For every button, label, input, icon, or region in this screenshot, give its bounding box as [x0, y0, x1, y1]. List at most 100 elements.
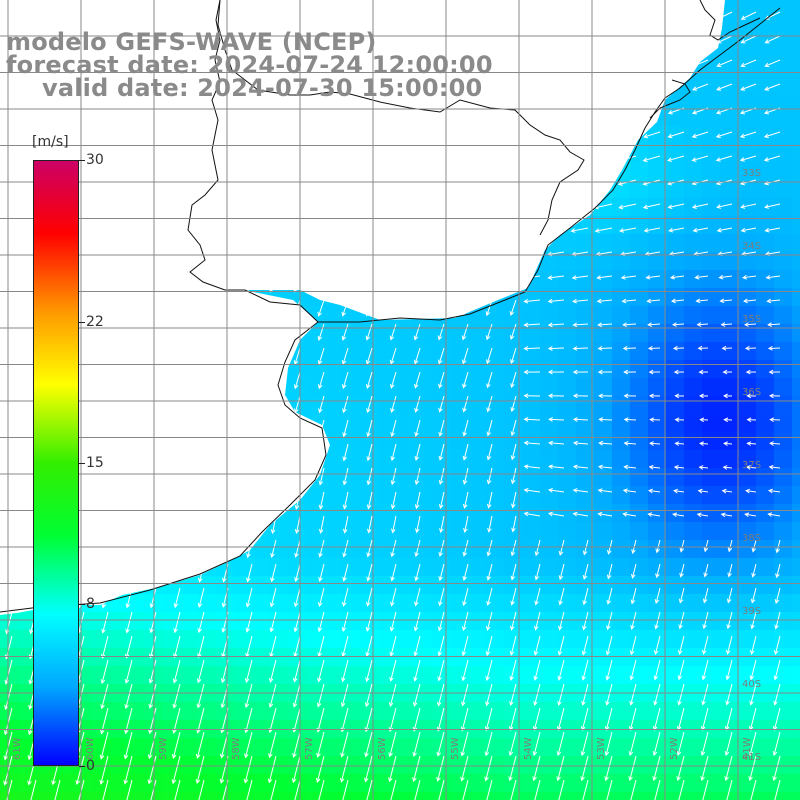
field-cell	[324, 522, 343, 541]
wind-arrow	[674, 393, 685, 399]
wind-arrow	[461, 683, 469, 707]
coastline-plata-north	[318, 7, 781, 323]
field-cell	[324, 792, 343, 800]
field-cell	[90, 666, 109, 685]
field-cell	[684, 702, 703, 721]
field-cell	[540, 540, 559, 559]
wind-arrow	[366, 395, 373, 414]
field-cell	[738, 792, 757, 800]
field-cell	[450, 630, 469, 649]
wind-arrow	[99, 731, 109, 760]
field-cell	[756, 18, 775, 37]
field-cell	[90, 738, 109, 757]
field-cell	[738, 324, 757, 343]
field-cell	[432, 648, 451, 667]
wind-arrow	[509, 299, 517, 317]
wind-arrow	[692, 83, 709, 91]
wind-arrow	[318, 539, 325, 558]
wind-arrow	[342, 563, 349, 582]
field-cell	[558, 450, 577, 469]
field-cell	[504, 360, 523, 379]
field-cell	[684, 288, 703, 307]
wind-arrow	[388, 731, 397, 758]
field-cell	[342, 504, 361, 523]
field-cell	[252, 702, 271, 721]
wind-arrow	[523, 322, 541, 328]
wind-arrow	[389, 347, 397, 365]
wind-arrow	[439, 515, 445, 534]
wind-arrow	[652, 731, 661, 757]
field-cell	[558, 576, 577, 595]
field-cell	[468, 702, 487, 721]
field-cell	[666, 396, 685, 415]
field-cell	[576, 666, 595, 685]
field-cell	[648, 774, 667, 793]
wind-arrow	[746, 417, 757, 423]
field-cell	[378, 522, 397, 541]
field-cell	[684, 594, 703, 613]
field-cell	[558, 738, 577, 757]
wind-arrow	[744, 512, 757, 518]
wind-arrow	[246, 563, 253, 583]
wind-arrow	[647, 512, 661, 517]
wind-arrow	[739, 131, 757, 139]
field-cell	[486, 504, 505, 523]
field-cell	[594, 450, 613, 469]
wind-arrow	[197, 635, 205, 659]
field-cell	[486, 540, 505, 559]
wind-arrow	[533, 659, 541, 681]
field-cell	[180, 738, 199, 757]
wind-arrow	[699, 393, 709, 399]
field-cell	[756, 234, 775, 253]
field-cell	[414, 558, 433, 577]
wind-arrow	[715, 155, 733, 162]
field-cell	[792, 18, 800, 37]
field-cell	[342, 774, 361, 793]
wind-arrow	[764, 227, 781, 233]
field-cell	[540, 252, 559, 271]
field-cell	[648, 702, 667, 721]
field-cell	[648, 558, 667, 577]
field-cell	[648, 594, 667, 613]
wind-arrow	[414, 371, 421, 389]
field-cell	[576, 504, 595, 523]
field-cell	[396, 576, 415, 595]
field-cell	[684, 90, 703, 109]
field-cell	[702, 756, 721, 775]
field-cell	[648, 576, 667, 595]
field-cell	[720, 108, 739, 127]
field-cell	[594, 234, 613, 253]
wind-arrow	[746, 393, 757, 399]
wind-arrow	[765, 274, 781, 280]
wind-arrow	[643, 227, 661, 233]
field-cell	[792, 180, 800, 199]
wind-arrow	[147, 731, 157, 760]
wind-arrow	[148, 659, 157, 684]
field-cell	[774, 414, 793, 433]
field-cell	[612, 306, 631, 325]
field-cell	[180, 666, 199, 685]
wind-arrow	[773, 683, 781, 706]
field-cell	[540, 396, 559, 415]
field-cell	[756, 540, 775, 559]
wind-arrow	[678, 779, 685, 800]
field-cell	[666, 738, 685, 757]
field-cell	[666, 360, 685, 379]
wind-arrow	[547, 369, 565, 375]
field-cell	[738, 342, 757, 361]
field-cell	[216, 774, 235, 793]
wind-arrow	[557, 635, 565, 656]
field-cell	[180, 576, 199, 595]
field-cell	[450, 648, 469, 667]
wind-arrow	[548, 417, 565, 422]
field-cell	[792, 342, 800, 361]
field-cell	[756, 558, 775, 577]
field-cell	[180, 648, 199, 667]
field-cell	[324, 360, 343, 379]
field-cell	[288, 738, 307, 757]
field-cell	[522, 792, 541, 800]
field-cell	[648, 396, 667, 415]
field-cell	[504, 378, 523, 397]
field-cell	[630, 630, 649, 649]
wind-arrow	[461, 635, 469, 657]
